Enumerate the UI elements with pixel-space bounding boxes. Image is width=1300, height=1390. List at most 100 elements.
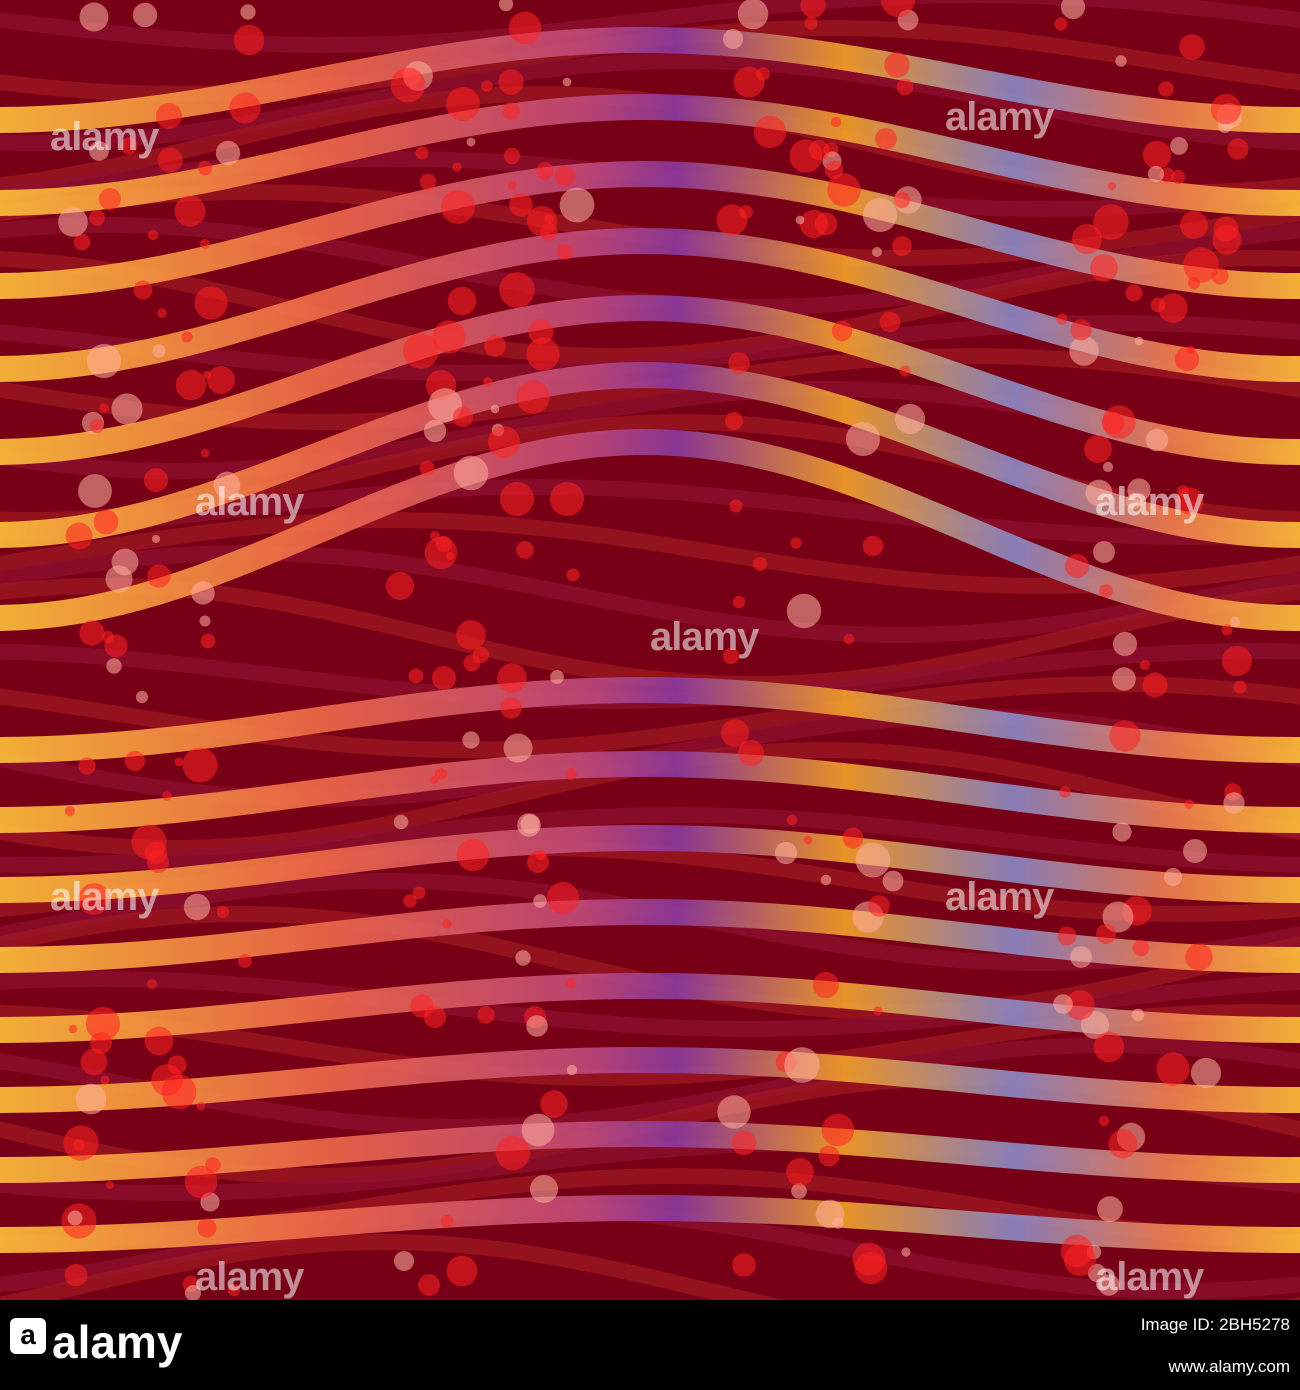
dot bbox=[1211, 267, 1229, 285]
dot bbox=[732, 1253, 756, 1277]
dot bbox=[152, 344, 166, 358]
dot bbox=[1164, 868, 1182, 886]
dot bbox=[1180, 211, 1208, 239]
dot bbox=[227, 1283, 241, 1297]
dot bbox=[820, 874, 832, 886]
dot bbox=[430, 531, 440, 541]
dot bbox=[872, 247, 882, 257]
dot bbox=[1142, 672, 1168, 698]
dot bbox=[559, 187, 595, 223]
dot bbox=[1132, 939, 1150, 957]
dot bbox=[508, 11, 542, 45]
dot bbox=[58, 207, 88, 237]
dot bbox=[393, 814, 409, 830]
dot bbox=[1070, 319, 1092, 341]
dot bbox=[86, 343, 122, 379]
dot bbox=[1060, 1234, 1094, 1268]
dot bbox=[731, 1130, 757, 1156]
dot bbox=[452, 162, 462, 172]
dot bbox=[786, 1158, 814, 1186]
dot bbox=[565, 977, 577, 989]
dot bbox=[197, 160, 213, 176]
dot bbox=[818, 1145, 840, 1167]
watermark: alamy bbox=[50, 875, 160, 919]
dot bbox=[408, 668, 424, 684]
dot bbox=[1112, 631, 1138, 657]
dot bbox=[566, 568, 580, 582]
dot bbox=[445, 551, 455, 561]
dot bbox=[191, 581, 215, 605]
dot bbox=[831, 320, 853, 342]
dot bbox=[526, 1015, 548, 1037]
dot bbox=[879, 311, 901, 333]
dot bbox=[403, 894, 417, 908]
dot bbox=[93, 509, 119, 535]
dot bbox=[814, 212, 838, 236]
dot bbox=[442, 919, 452, 929]
dot bbox=[1183, 839, 1207, 863]
dot bbox=[1115, 55, 1127, 67]
dot bbox=[487, 425, 521, 459]
dot bbox=[527, 851, 549, 873]
dot bbox=[477, 1006, 495, 1024]
dot bbox=[1233, 680, 1247, 694]
watermark: alamy bbox=[1095, 480, 1205, 524]
dot bbox=[812, 971, 840, 999]
dot bbox=[1210, 93, 1242, 125]
dot bbox=[79, 2, 109, 32]
brand: alamy bbox=[52, 1316, 183, 1368]
dot bbox=[79, 620, 105, 646]
dot bbox=[440, 1214, 454, 1228]
dot bbox=[1064, 553, 1090, 579]
dot bbox=[503, 147, 521, 165]
dot bbox=[89, 210, 105, 226]
dot bbox=[1107, 181, 1117, 191]
dot bbox=[565, 768, 577, 780]
dot bbox=[808, 139, 830, 161]
logo: a bbox=[20, 1319, 36, 1350]
dot bbox=[899, 365, 911, 377]
dot bbox=[240, 4, 256, 20]
dot bbox=[500, 697, 522, 719]
dot bbox=[213, 471, 241, 499]
dot bbox=[1185, 943, 1213, 971]
dot bbox=[1084, 435, 1112, 463]
dot bbox=[1054, 17, 1068, 31]
dot bbox=[106, 1181, 114, 1189]
dot bbox=[893, 191, 911, 209]
dot bbox=[200, 448, 210, 458]
dot bbox=[216, 905, 230, 919]
dot bbox=[1179, 34, 1205, 60]
dot bbox=[143, 467, 169, 493]
ribbon bbox=[0, 898, 1300, 974]
dot bbox=[199, 615, 211, 627]
dot bbox=[803, 835, 813, 845]
dot bbox=[549, 481, 585, 517]
dot bbox=[385, 571, 415, 601]
dot bbox=[157, 308, 167, 318]
dot bbox=[430, 776, 438, 784]
dot bbox=[530, 1175, 558, 1203]
dot bbox=[63, 1125, 99, 1161]
dot bbox=[1097, 1196, 1123, 1222]
logo-box bbox=[10, 1318, 46, 1354]
dot bbox=[830, 116, 842, 128]
dot bbox=[68, 1024, 78, 1034]
dot bbox=[1069, 336, 1099, 366]
dot bbox=[102, 631, 114, 643]
dot bbox=[732, 595, 746, 609]
dot bbox=[124, 750, 146, 772]
dot bbox=[790, 537, 802, 549]
dot bbox=[484, 335, 506, 357]
dot bbox=[882, 870, 904, 892]
dot bbox=[1174, 346, 1200, 372]
watermark: alamy bbox=[195, 1255, 305, 1299]
dot bbox=[174, 757, 184, 767]
dot bbox=[515, 950, 531, 966]
dot bbox=[1139, 659, 1151, 671]
ribbon bbox=[0, 750, 1300, 834]
dot bbox=[1125, 284, 1143, 302]
dot bbox=[875, 128, 897, 150]
